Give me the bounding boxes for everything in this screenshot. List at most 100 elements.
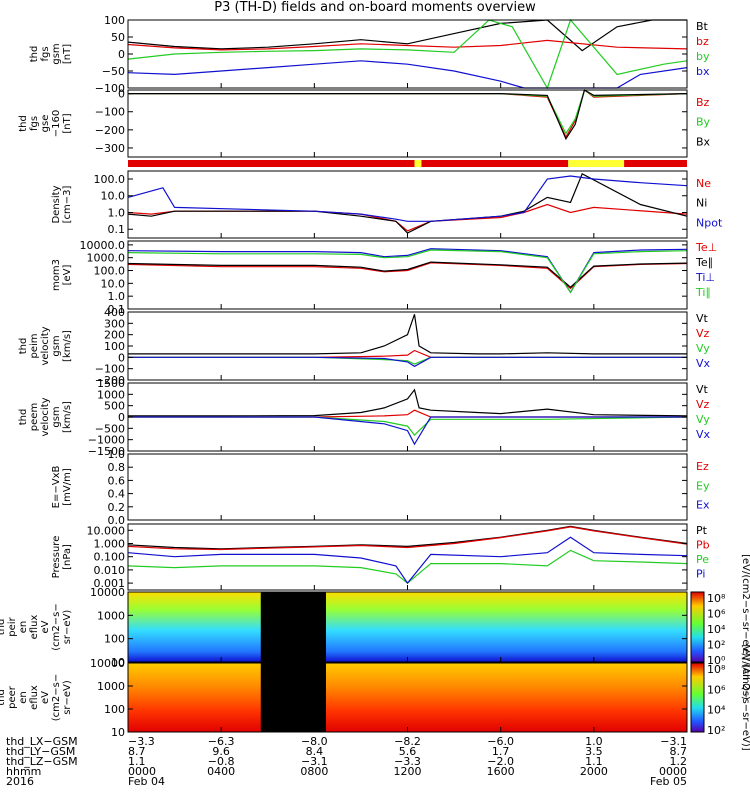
legend-entry: By xyxy=(696,116,711,129)
mode-segment xyxy=(128,160,415,167)
footer-row-label: thd_LY−GSM xyxy=(6,745,75,758)
colorbar-tick-label: 10⁰ xyxy=(707,654,726,667)
page-title: P3 (TH-D) fields and on-board moments ov… xyxy=(214,0,536,15)
footer-value: −6.3 xyxy=(208,735,235,748)
y-axis-label-line: peer xyxy=(7,685,18,709)
y-axis-label-line: mom3 xyxy=(51,259,62,291)
mode-segment xyxy=(421,160,569,167)
footer-value: −6.0 xyxy=(487,735,514,748)
y-tick-label: 1.0 xyxy=(108,448,126,461)
legend-entry: Vx xyxy=(696,357,711,370)
y-axis-label-line: [cm−3] xyxy=(62,186,73,224)
footer-value: 1.0 xyxy=(585,735,603,748)
y-axis-label-line: thd xyxy=(18,115,29,132)
panel-temperature: Te⊥ Te∥ Ti⊥ Ti∥ 10000.01000.0100.010.01.00.1… xyxy=(51,239,717,316)
y-axis-label-line: [nT] xyxy=(62,113,73,133)
panel-frame xyxy=(127,453,688,521)
y-tick-label: 0 xyxy=(118,48,125,61)
y-tick-label: 1000 xyxy=(97,680,125,693)
y-axis-label-line: gsm xyxy=(51,335,62,356)
y-axis-label-line: eflux xyxy=(29,615,40,640)
y-axis-label-line: E=−VxB xyxy=(51,466,62,509)
y-tick-label: 1.0 xyxy=(108,206,126,219)
legend-entry: Ey xyxy=(696,479,710,492)
y-axis-label-line: [km/s] xyxy=(62,330,73,362)
panel-density: Ne Ni Npot 100.0 10.0 1.0 0.1 Density [cm−3] xyxy=(51,170,723,239)
footer-value: 0000 xyxy=(128,765,156,778)
colorbar-tick-label: 10⁸ xyxy=(707,663,726,676)
footer-value: Feb 04 xyxy=(128,775,165,788)
y-tick-label: 10 xyxy=(111,656,125,669)
y-axis-label-line: [mV/m] xyxy=(62,468,73,506)
y-tick-label: −300 xyxy=(95,142,125,155)
y-tick-label: 100.0 xyxy=(94,173,126,186)
legend-entry: Ne xyxy=(696,177,711,190)
footer-value: −8.2 xyxy=(394,735,421,748)
mode-segment xyxy=(568,160,625,167)
y-tick-label: 10.0 xyxy=(101,277,126,290)
panel-frame xyxy=(127,89,688,158)
spectrogram-field xyxy=(128,592,687,662)
footer-value: 1600 xyxy=(487,765,515,778)
legend-entry: Bt xyxy=(696,20,709,33)
y-tick-label: 10000 xyxy=(90,586,125,599)
y-axis-label-line: (cm2−s− xyxy=(51,603,62,650)
colorbar-tick-label: 10² xyxy=(707,724,725,737)
footer-value: 5.6 xyxy=(399,745,417,758)
panel-ion_spectrogram: 10⁸ 10⁶ 10⁴ 10² 10⁰ [eV/(cm2−s−sr−eV)] (All Q… xyxy=(0,554,750,700)
legend-entry: Vt xyxy=(696,312,709,325)
panel-efield: Ez Ey Ex 1.00.80.60.40.20.0 E=−VxB [mV/m] xyxy=(51,448,710,527)
footer-value: −3.3 xyxy=(128,735,155,748)
y-axis-label-line: fgs xyxy=(40,46,51,61)
y-axis-label: Pressure [nPa] xyxy=(51,536,73,579)
y-axis-label-line: gsm xyxy=(51,43,62,64)
colorbar xyxy=(690,662,705,733)
series-line-Vt xyxy=(128,388,688,417)
panel-electron_spectrogram: 10⁸ 10⁶ 10⁴ 10² [eV/(cm2−s−sr−eV)] 10000 1000 1… xyxy=(0,644,750,750)
footer-value: 1.2 xyxy=(670,755,688,768)
series-line-Pb xyxy=(127,526,688,551)
y-axis-label-line: gsm xyxy=(51,406,62,427)
y-tick-label: 100 xyxy=(104,14,125,27)
footer-value: −3.1 xyxy=(660,735,687,748)
y-axis-label-line: thd xyxy=(0,619,7,636)
colorbar-label: [eV/(cm2−s−sr−eV)] xyxy=(740,644,750,750)
series-line-Vt xyxy=(128,314,687,355)
y-tick-label: 50 xyxy=(111,31,125,44)
colorbar-tick-label: 10⁶ xyxy=(707,683,726,696)
mode-segment xyxy=(624,160,687,167)
footer-value: 9.6 xyxy=(212,745,230,758)
y-axis-label: Density [cm−3] xyxy=(51,185,73,223)
y-tick-label: −200 xyxy=(95,124,125,137)
series-line-Npot xyxy=(127,175,688,222)
series-line-Ti∥ xyxy=(127,249,688,294)
panel-frame xyxy=(127,311,688,381)
colorbar-tick-label: 10⁶ xyxy=(707,608,726,621)
spectrogram-field xyxy=(128,663,687,732)
y-axis-label: thd peir en eflux eV (cm2−s− sr−eV) xyxy=(0,603,73,650)
y-tick-label: 500 xyxy=(104,400,125,413)
legend-entry: Ti∥ xyxy=(695,286,711,299)
footer-value: 8.7 xyxy=(128,745,146,758)
y-axis-label-line: en xyxy=(18,691,29,704)
footer-value: 1200 xyxy=(394,765,422,778)
series-line-Ni xyxy=(127,173,688,234)
legend-entry: Vy xyxy=(696,413,710,426)
legend-entry: Bz xyxy=(696,96,710,109)
y-axis-label-line: eV xyxy=(40,620,51,633)
y-tick-label: −1000 xyxy=(88,434,125,447)
legend-entry: by xyxy=(696,50,710,63)
y-axis-label-line: thd xyxy=(18,409,29,426)
series-line-Ti⊥ xyxy=(127,248,688,294)
footer-value: 0800 xyxy=(300,765,328,778)
footer-value: −3.1 xyxy=(301,755,328,768)
y-tick-label: 100.0 xyxy=(94,265,126,278)
y-tick-label: 0 xyxy=(118,411,125,424)
y-tick-label: 1.000 xyxy=(94,537,126,550)
panel-frame xyxy=(127,19,688,89)
y-tick-label: 200 xyxy=(104,329,125,342)
y-tick-label: 0 xyxy=(118,351,125,364)
y-axis-label-line: [km/s] xyxy=(62,401,73,433)
y-axis-label-line: −160 xyxy=(51,110,62,137)
